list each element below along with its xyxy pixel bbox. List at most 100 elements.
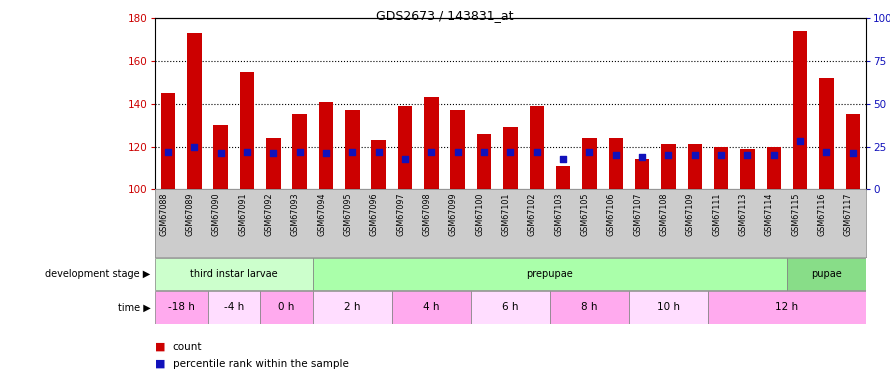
Point — [635, 154, 649, 160]
Text: GSM67117: GSM67117 — [844, 193, 853, 236]
Bar — [313, 291, 392, 324]
Point — [820, 148, 834, 154]
Bar — [503, 127, 518, 189]
Text: GSM67094: GSM67094 — [317, 193, 326, 236]
Bar — [260, 291, 313, 324]
Bar — [740, 148, 755, 189]
Text: ■: ■ — [155, 342, 166, 352]
Point — [293, 148, 307, 154]
Text: GSM67116: GSM67116 — [817, 193, 827, 236]
Bar — [239, 72, 255, 189]
Bar — [214, 125, 228, 189]
Bar — [661, 144, 676, 189]
Text: percentile rank within the sample: percentile rank within the sample — [173, 359, 349, 369]
Point — [398, 156, 412, 162]
Text: 4 h: 4 h — [423, 303, 440, 312]
Text: GSM67101: GSM67101 — [501, 193, 511, 236]
Point — [187, 144, 201, 150]
Point — [582, 148, 596, 154]
Point — [846, 150, 860, 156]
Bar — [635, 159, 650, 189]
Bar — [582, 138, 596, 189]
Text: 10 h: 10 h — [657, 303, 680, 312]
Text: GSM67103: GSM67103 — [554, 193, 563, 236]
Text: GSM67109: GSM67109 — [686, 193, 695, 236]
Text: GSM67089: GSM67089 — [185, 193, 194, 236]
Text: GSM67113: GSM67113 — [739, 193, 748, 236]
Bar — [392, 291, 471, 324]
Text: GSM67108: GSM67108 — [659, 193, 668, 236]
Text: -4 h: -4 h — [223, 303, 244, 312]
Bar — [266, 138, 280, 189]
Bar — [609, 138, 623, 189]
Text: GSM67111: GSM67111 — [712, 193, 721, 236]
Bar — [530, 106, 544, 189]
Point — [766, 152, 781, 158]
Point — [214, 150, 228, 156]
Bar — [319, 102, 333, 189]
Text: 12 h: 12 h — [775, 303, 798, 312]
Point — [372, 148, 386, 154]
Bar — [371, 140, 386, 189]
Text: time ▶: time ▶ — [117, 303, 150, 312]
Text: ■: ■ — [155, 359, 166, 369]
Bar — [793, 31, 807, 189]
Bar — [766, 147, 781, 189]
Point — [661, 152, 676, 158]
Point — [425, 148, 439, 154]
Text: GSM67090: GSM67090 — [212, 193, 221, 236]
Point — [556, 156, 570, 162]
Bar — [787, 258, 866, 290]
Point — [319, 150, 333, 156]
Text: GSM67107: GSM67107 — [633, 193, 642, 236]
Text: GSM67093: GSM67093 — [291, 193, 300, 236]
Point — [345, 148, 360, 154]
Text: 6 h: 6 h — [502, 303, 519, 312]
Point — [609, 152, 623, 158]
Text: 2 h: 2 h — [344, 303, 360, 312]
Bar — [688, 144, 702, 189]
Bar — [425, 97, 439, 189]
Text: GSM67095: GSM67095 — [344, 193, 352, 236]
Point — [161, 148, 175, 154]
Bar — [450, 110, 465, 189]
Bar — [629, 291, 708, 324]
Text: pupae: pupae — [811, 269, 842, 279]
Text: GSM67105: GSM67105 — [580, 193, 589, 236]
Text: GDS2673 / 143831_at: GDS2673 / 143831_at — [376, 9, 514, 22]
Bar — [714, 147, 728, 189]
Bar — [556, 166, 570, 189]
Text: GSM67098: GSM67098 — [423, 193, 432, 236]
Bar — [846, 114, 860, 189]
Bar — [293, 114, 307, 189]
Bar — [708, 291, 866, 324]
Text: GSM67092: GSM67092 — [264, 193, 273, 236]
Bar — [187, 33, 202, 189]
Point — [714, 152, 728, 158]
Bar — [819, 78, 834, 189]
Text: count: count — [173, 342, 202, 352]
Point — [793, 138, 807, 144]
Point — [688, 152, 702, 158]
Bar — [398, 106, 412, 189]
Text: GSM67091: GSM67091 — [238, 193, 247, 236]
Bar — [471, 291, 550, 324]
Bar — [207, 291, 260, 324]
Text: GSM67102: GSM67102 — [528, 193, 537, 236]
Bar — [161, 93, 175, 189]
Text: development stage ▶: development stage ▶ — [45, 269, 150, 279]
Text: GSM67106: GSM67106 — [607, 193, 616, 236]
Text: 0 h: 0 h — [279, 303, 295, 312]
Bar — [313, 258, 787, 290]
Text: GSM67099: GSM67099 — [449, 193, 457, 236]
Text: -18 h: -18 h — [167, 303, 195, 312]
Bar — [550, 291, 629, 324]
Point — [266, 150, 280, 156]
Text: prepupae: prepupae — [527, 269, 573, 279]
Bar — [155, 291, 207, 324]
Point — [240, 148, 255, 154]
Text: GSM67097: GSM67097 — [396, 193, 405, 236]
Point — [477, 148, 491, 154]
Point — [740, 152, 755, 158]
Bar — [345, 110, 360, 189]
